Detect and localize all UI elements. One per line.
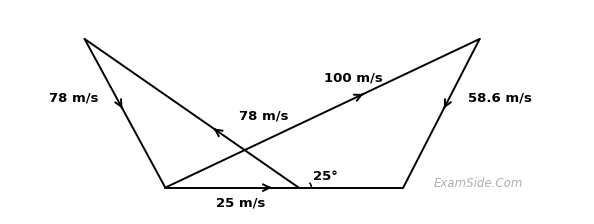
Text: 100 m/s: 100 m/s — [324, 71, 383, 84]
Text: 78 m/s: 78 m/s — [49, 92, 98, 105]
Text: 58.6 m/s: 58.6 m/s — [468, 92, 532, 105]
Text: 25 m/s: 25 m/s — [216, 196, 265, 209]
Text: ExamSide.Com: ExamSide.Com — [434, 177, 523, 190]
Text: 25°: 25° — [313, 170, 338, 183]
Text: 78 m/s: 78 m/s — [239, 110, 289, 123]
